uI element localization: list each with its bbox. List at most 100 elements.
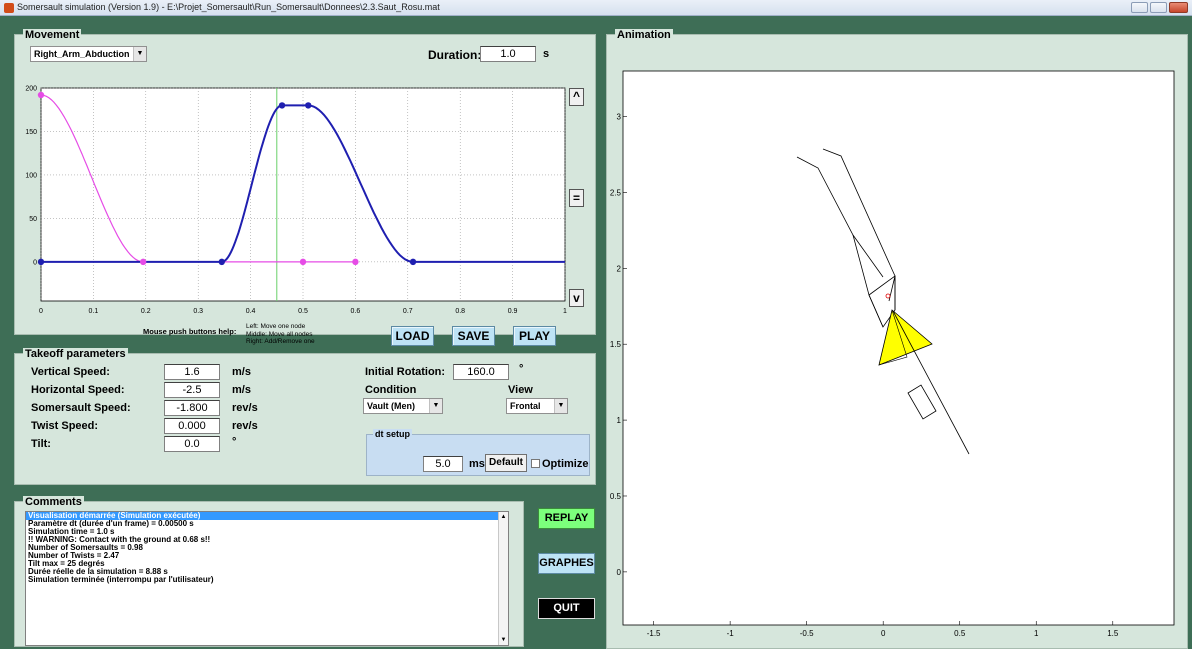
chevron-down-icon: ▼ <box>429 399 442 413</box>
y-tick-label: 1.5 <box>610 340 622 349</box>
condition-label: Condition <box>365 384 417 396</box>
somersault-speed-label: Somersault Speed: <box>31 402 131 414</box>
comment-line[interactable]: !! WARNING: Contact with the ground at 0… <box>28 535 211 544</box>
y-tick-label: 1 <box>617 416 622 425</box>
initial-rotation-label: Initial Rotation: <box>365 366 446 378</box>
animation-plot[interactable]: -1.5 -1 -0.5 0 0.5 1 1.5 0 0.5 1 1.5 2 2.5 3 <box>607 35 1187 647</box>
gymnast-head <box>878 309 933 366</box>
chevron-down-icon: ▼ <box>554 399 567 413</box>
x-tick-label: -1.5 <box>647 629 661 638</box>
curve-node[interactable] <box>352 258 359 266</box>
chevron-down-icon: ▼ <box>133 47 146 61</box>
duration-label: Duration: <box>428 48 482 62</box>
tilt-label: Tilt: <box>31 438 51 450</box>
x-tick-label: 1.5 <box>1107 629 1119 638</box>
y-tick-label: 150 <box>25 129 37 136</box>
comment-line[interactable]: Durée réelle de la simulation = 8.88 s <box>28 567 168 576</box>
scroll-center-button[interactable]: = <box>569 189 584 207</box>
dt-input[interactable]: 5.0 <box>423 456 463 472</box>
curve-node[interactable] <box>409 258 417 266</box>
y-tick-label: 0 <box>33 259 37 266</box>
movement-select[interactable]: Right_Arm_Abduction ▼ <box>30 46 147 62</box>
initial-rotation-unit: ° <box>519 363 524 375</box>
comment-line[interactable]: Simulation terminée (interrompu par l'ut… <box>28 575 214 584</box>
vertical-speed-input[interactable]: 1.6 <box>164 364 220 380</box>
matlab-app-icon <box>4 3 14 13</box>
curve-node[interactable] <box>139 258 147 266</box>
scroll-up-arrow-icon[interactable]: ▲ <box>500 514 507 520</box>
y-tick-label: 200 <box>25 86 37 93</box>
animation-panel-title: Animation <box>615 29 673 41</box>
comments-scrollbar[interactable]: ▲ ▼ <box>498 512 508 645</box>
somersault-speed-input[interactable]: -1.800 <box>164 400 220 416</box>
curve-node[interactable] <box>37 258 45 266</box>
load-button[interactable]: LOAD <box>391 326 434 346</box>
x-tick-label: 0.2 <box>141 308 151 315</box>
takeoff-panel: Takeoff parameters Vertical Speed: 1.6 m… <box>14 348 596 485</box>
movement-select-value: Right_Arm_Abduction <box>34 49 130 59</box>
default-button[interactable]: Default <box>485 454 527 472</box>
scroll-down-button[interactable]: v <box>569 289 584 307</box>
minimize-icon[interactable] <box>1131 2 1148 13</box>
maximize-icon[interactable] <box>1150 2 1167 13</box>
comment-line-selected[interactable]: Visualisation démarrée (Simulation exécu… <box>26 512 508 520</box>
horizontal-speed-label: Horizontal Speed: <box>31 384 125 396</box>
scroll-down-arrow-icon[interactable]: ▼ <box>500 637 507 643</box>
curve-node[interactable] <box>299 258 307 266</box>
comment-line[interactable]: Simulation time = 1.0 s <box>28 527 115 536</box>
y-tick-label: 0.5 <box>610 492 622 501</box>
optimize-label: Optimize <box>542 458 589 470</box>
initial-rotation-input[interactable]: 160.0 <box>453 364 509 380</box>
gymnast-right-arm <box>822 148 896 302</box>
comment-line[interactable]: Tilt max = 25 degrés <box>28 559 105 568</box>
gymnast-left-arm <box>796 156 884 278</box>
save-button[interactable]: SAVE <box>452 326 495 346</box>
comment-line[interactable]: Number of Twists = 2.47 <box>28 551 120 560</box>
curve-node[interactable] <box>305 102 312 109</box>
x-tick-label: 0.6 <box>351 308 361 315</box>
close-icon[interactable] <box>1169 2 1188 13</box>
x-tick-label: 0.8 <box>455 308 465 315</box>
comment-line[interactable]: Number of Somersaults = 0.98 <box>28 543 143 552</box>
dt-unit: ms <box>469 458 485 470</box>
y-tick-label: 2.5 <box>610 188 622 197</box>
center-of-mass-marker <box>885 293 891 299</box>
curve-node[interactable] <box>278 102 286 109</box>
vertical-speed-unit: m/s <box>232 366 251 378</box>
y-tick-label: 0 <box>617 568 622 577</box>
x-tick-label: 0.7 <box>403 308 413 315</box>
quit-button[interactable]: QUIT <box>538 598 595 619</box>
twist-speed-unit: rev/s <box>232 420 258 432</box>
comment-line[interactable]: Paramètre dt (durée d'un frame) = 0.0050… <box>28 519 194 528</box>
optimize-checkbox[interactable] <box>531 459 540 468</box>
movement-curve[interactable] <box>41 104 565 263</box>
horizontal-speed-input[interactable]: -2.5 <box>164 382 220 398</box>
gymnast-head-detail <box>878 309 908 366</box>
curve-node[interactable] <box>218 258 225 266</box>
tilt-unit: ° <box>232 436 237 448</box>
x-tick-label: 0.5 <box>954 629 966 638</box>
dt-setup-title: dt setup <box>373 429 412 439</box>
x-tick-label: -0.5 <box>800 629 814 638</box>
help-title: Mouse push buttons help: <box>143 327 237 336</box>
help-line: Right: Add/Remove one <box>246 338 315 345</box>
duration-input[interactable]: 1.0 <box>480 46 536 62</box>
condition-select[interactable]: Vault (Men) ▼ <box>363 398 443 414</box>
view-select[interactable]: Frontal ▼ <box>506 398 568 414</box>
movement-plot-area[interactable] <box>40 87 566 302</box>
graphes-button[interactable]: GRAPHES <box>538 553 595 574</box>
curve-node[interactable] <box>37 91 45 99</box>
scroll-up-button[interactable]: ^ <box>569 88 584 106</box>
movement-chart[interactable]: 0 0.1 0.2 0.3 0.4 0.5 0.6 0.7 0.8 0.9 1 0 50 100 150 20… <box>15 71 575 321</box>
movement-panel: Movement Right_Arm_Abduction ▼ Duration:… <box>14 29 596 346</box>
tilt-input[interactable]: 0.0 <box>164 436 220 452</box>
y-tick-label: 50 <box>29 216 37 223</box>
somersault-speed-unit: rev/s <box>232 402 258 414</box>
gymnast-leg <box>892 310 970 455</box>
play-button[interactable]: PLAY <box>513 326 556 346</box>
comments-listbox[interactable]: Visualisation démarrée (Simulation exécu… <box>25 511 509 646</box>
gymnast-figure <box>796 148 970 455</box>
twist-speed-input[interactable]: 0.000 <box>164 418 220 434</box>
x-tick-label: -1 <box>727 629 735 638</box>
replay-button[interactable]: REPLAY <box>538 508 595 529</box>
